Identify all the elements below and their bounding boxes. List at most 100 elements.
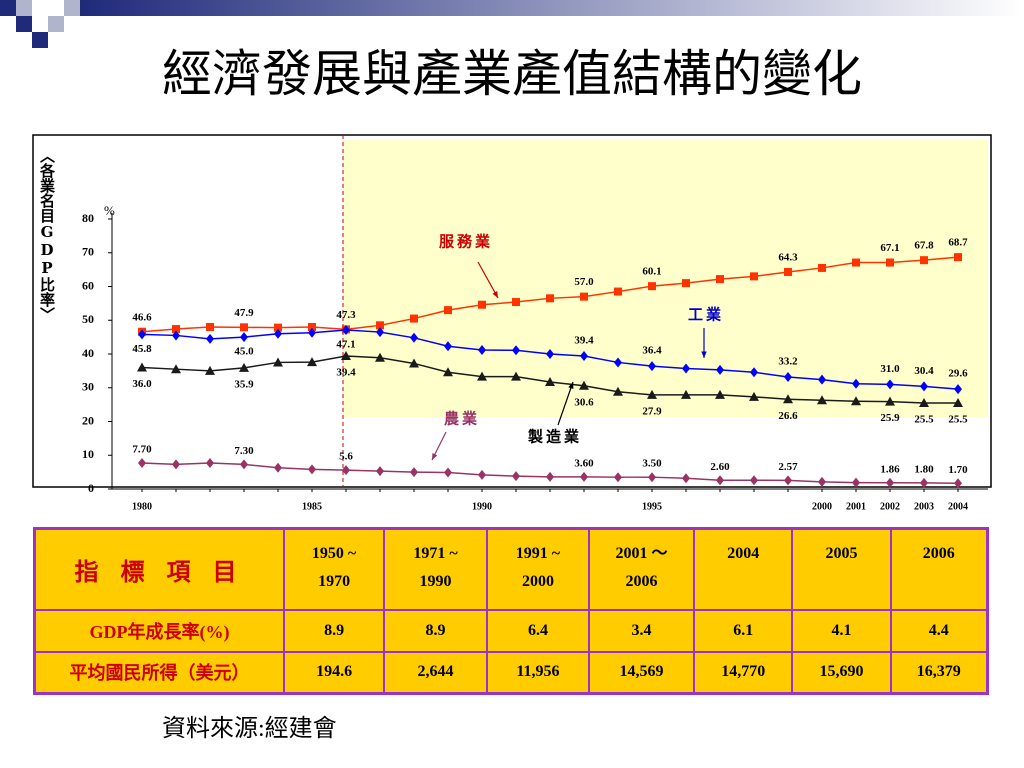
point — [171, 364, 181, 374]
point — [240, 323, 248, 332]
point — [750, 272, 758, 281]
header-band — [80, 0, 1024, 16]
point — [784, 475, 792, 486]
point — [444, 467, 452, 478]
table-cell: 1971 ~ 1990 — [383, 527, 488, 611]
point — [274, 323, 282, 332]
deco-square — [32, 32, 48, 48]
point — [648, 282, 656, 291]
value-label: 27.9 — [642, 405, 662, 417]
series-label: 製造業 — [527, 427, 582, 445]
value-label: 29.6 — [948, 368, 968, 380]
point — [818, 374, 826, 385]
value-label: 45.8 — [132, 343, 152, 355]
table-row: 平均國民所得（美元） 194.6 2,644 11,956 14,569 14,770 15… — [33, 650, 989, 695]
value-label: 45.0 — [234, 346, 254, 358]
point — [715, 389, 725, 399]
point — [308, 327, 316, 338]
point — [546, 294, 554, 303]
table-cell: 2006 — [889, 527, 989, 611]
point — [511, 371, 521, 381]
point — [614, 472, 622, 483]
point — [137, 362, 147, 372]
table-cell: 3.4 — [588, 608, 696, 653]
value-label: 5.6 — [339, 451, 353, 463]
point — [886, 477, 894, 488]
point — [852, 378, 860, 389]
y-tick-label: 30 — [82, 380, 94, 394]
table-cell: 15,690 — [791, 650, 892, 695]
value-label: 30.6 — [574, 396, 594, 408]
arrow-head — [701, 351, 707, 358]
point — [205, 365, 215, 375]
point — [682, 363, 690, 374]
y-tick-label: 20 — [82, 413, 94, 427]
value-label: 47.3 — [336, 309, 356, 321]
point — [750, 475, 758, 486]
plot: 0 10 20 30 40 50 60 70 80 % 1980 1985 1990 1995 2000 20… — [82, 203, 988, 512]
point — [206, 458, 214, 469]
slide-title: 經濟發展與產業產值結構的變化 — [162, 46, 862, 102]
point — [716, 364, 724, 375]
point — [341, 351, 351, 361]
point — [546, 349, 554, 359]
source-note: 資料來源:經建會 — [162, 716, 337, 742]
point — [614, 357, 622, 368]
value-label: 3.50 — [642, 458, 662, 470]
table-cell: 6.1 — [693, 608, 794, 653]
table-cell: 6.4 — [485, 608, 591, 653]
table-cell: 4.1 — [791, 608, 892, 653]
point — [716, 275, 724, 284]
point — [919, 397, 929, 407]
table-cell: 1991 ~ 2000 — [485, 527, 591, 611]
point — [478, 300, 486, 309]
point — [409, 358, 419, 368]
point — [920, 477, 928, 488]
x-tick-label: 2002 — [880, 501, 900, 512]
value-label: 1.80 — [914, 463, 934, 475]
table: 指 標 項 目 1950 ~ 1970 1971 ~ 1990 1991 ~ 2000… — [33, 527, 989, 695]
arrow-head — [492, 291, 498, 298]
table-cell: 194.6 — [283, 650, 386, 695]
point — [273, 357, 283, 367]
annotation-arrow — [477, 261, 499, 299]
value-label: 25.5 — [948, 413, 968, 425]
table-cell: 14,770 — [693, 650, 794, 695]
value-label: 47.1 — [336, 339, 355, 351]
point — [920, 381, 928, 392]
table-cell: 2005 — [791, 527, 892, 611]
point — [920, 256, 928, 265]
table-cell: 2004 — [693, 527, 794, 611]
point — [852, 258, 860, 267]
point — [648, 361, 656, 372]
value-label: 60.1 — [642, 266, 661, 278]
table-cell: 1950 ~ 1970 — [283, 527, 386, 611]
point — [783, 394, 793, 404]
table-cell: 8.9 — [383, 608, 488, 653]
point — [580, 292, 588, 301]
point — [138, 329, 146, 340]
value-label: 2.60 — [710, 461, 730, 473]
value-label: 64.3 — [778, 252, 798, 264]
value-label: 2.57 — [778, 461, 798, 473]
point — [851, 396, 861, 406]
point — [954, 384, 962, 395]
value-label: 25.9 — [880, 412, 900, 424]
value-label: 30.4 — [914, 365, 934, 377]
point — [817, 395, 827, 405]
point — [274, 462, 282, 473]
point — [749, 391, 759, 401]
x-tick-label: 2000 — [812, 501, 832, 512]
table-row: GDP年成長率(%) 8.9 8.9 6.4 3.4 6.1 4.1 4.4 — [33, 608, 989, 653]
table-header-row: 指 標 項 目 1950 ~ 1970 1971 ~ 1990 1991 ~ 2000… — [33, 527, 989, 611]
value-label: 1.70 — [948, 464, 968, 476]
value-label: 67.8 — [914, 240, 934, 252]
point — [375, 352, 385, 362]
annotation-arrow — [557, 381, 574, 426]
series-label: 工業 — [688, 305, 724, 323]
point — [885, 396, 895, 406]
point — [477, 371, 487, 381]
table-cell: 平均國民所得（美元） — [33, 650, 286, 695]
x-tick-label: 1990 — [472, 501, 492, 512]
